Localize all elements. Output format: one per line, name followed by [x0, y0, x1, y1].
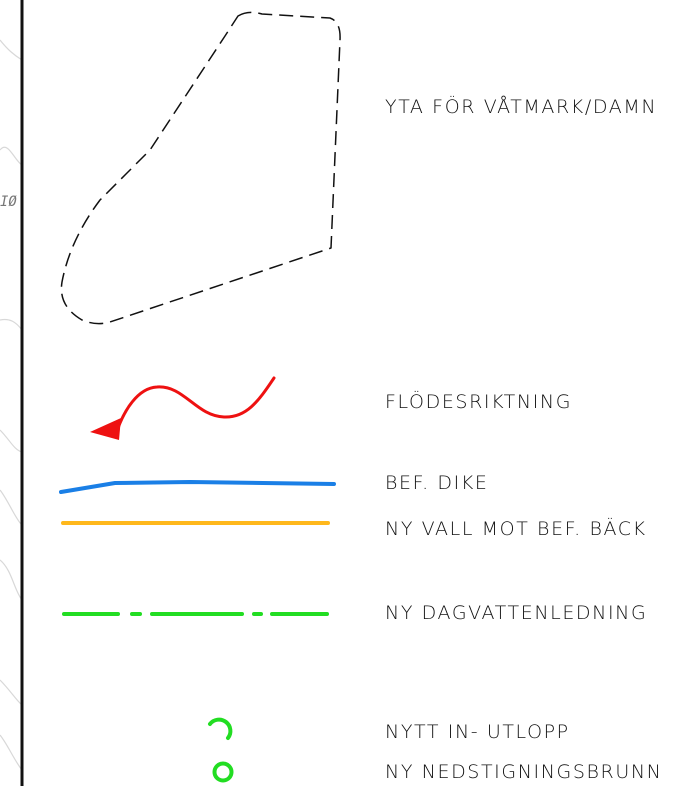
legend-label-stormwater: NY DAGVATTENLEDNING — [385, 602, 647, 624]
flow-arrowhead — [90, 418, 121, 440]
legend-item-embankment: NY VALL MOT BEF. BÄCK — [61, 517, 647, 540]
contour-line — [0, 679, 23, 706]
legend-label-flow: FLÖDESRIKTNING — [385, 390, 572, 413]
legend-item-flow: FLÖDESRIKTNING — [90, 376, 572, 440]
contour-line — [0, 734, 23, 771]
legend-label-outlet: NYTT IN- UTLOPP — [385, 721, 570, 743]
legend-label-wetland: YTA FÖR VÅTMARK/DAMN — [385, 95, 657, 118]
legend-item-stormwater: NY DAGVATTENLEDNING — [62, 602, 647, 624]
legend-label-ditch: BEF. DIKE — [385, 472, 489, 494]
contour-line — [0, 39, 23, 61]
contour-line — [0, 559, 23, 601]
wetland-area-symbol — [60, 11, 341, 325]
contour-line — [0, 489, 23, 526]
legend-label-embankment: NY VALL MOT BEF. BÄCK — [385, 517, 647, 540]
contour-line — [0, 318, 23, 331]
legend-item-manhole: NY NEDSTIGNINGSBRUNN — [212, 761, 663, 783]
legend-item-ditch: BEF. DIKE — [59, 472, 489, 494]
contour-line — [0, 429, 23, 453]
manhole-symbol — [212, 761, 234, 783]
outlet-symbol — [208, 717, 233, 740]
contour-line — [0, 146, 23, 166]
ditch-line-symbol — [59, 480, 336, 494]
map-fragment-text: IØ — [0, 194, 17, 210]
flow-direction-symbol — [116, 376, 276, 430]
map-fragment: IØ — [0, 0, 24, 786]
legend-label-manhole: NY NEDSTIGNINGSBRUNN — [385, 761, 663, 783]
legend-item-wetland: YTA FÖR VÅTMARK/DAMN — [60, 11, 657, 325]
legend-item-outlet: NYTT IN- UTLOPP — [208, 717, 570, 743]
